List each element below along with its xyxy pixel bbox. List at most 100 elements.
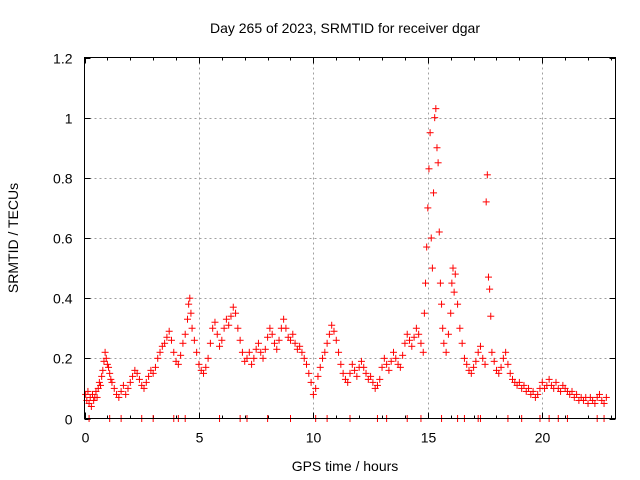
data-point bbox=[312, 384, 320, 392]
data-point bbox=[424, 204, 432, 212]
data-point bbox=[179, 339, 187, 347]
data-point bbox=[280, 315, 288, 323]
data-point bbox=[97, 381, 105, 389]
data-point bbox=[209, 324, 217, 332]
data-point bbox=[238, 348, 246, 356]
data-point bbox=[602, 393, 610, 401]
data-point bbox=[250, 354, 258, 362]
data-point bbox=[87, 402, 95, 410]
data-point bbox=[456, 324, 464, 332]
data-point bbox=[98, 372, 106, 380]
data-point bbox=[170, 348, 178, 356]
data-point bbox=[483, 171, 491, 179]
data-point bbox=[472, 357, 480, 365]
data-point bbox=[422, 279, 430, 287]
data-point bbox=[351, 366, 359, 374]
data-point bbox=[204, 354, 212, 362]
data-point bbox=[106, 369, 114, 377]
y-axis-label: SRMTID / TECUs bbox=[5, 183, 21, 293]
data-point bbox=[434, 159, 442, 167]
x-tick-label: 10 bbox=[306, 430, 322, 446]
data-point bbox=[90, 396, 98, 404]
data-point bbox=[202, 363, 210, 371]
data-point bbox=[95, 378, 103, 386]
data-point bbox=[367, 372, 375, 380]
data-point bbox=[103, 360, 111, 368]
data-point bbox=[319, 354, 327, 362]
data-point bbox=[309, 390, 317, 398]
data-point bbox=[187, 309, 195, 317]
data-point bbox=[470, 363, 478, 371]
data-point bbox=[307, 378, 315, 386]
data-point bbox=[385, 366, 393, 374]
data-point bbox=[129, 372, 137, 380]
data-point bbox=[190, 336, 198, 344]
data-point bbox=[275, 336, 283, 344]
data-point bbox=[474, 348, 482, 356]
data-point bbox=[110, 384, 118, 392]
data-point bbox=[193, 348, 201, 356]
data-point bbox=[259, 354, 267, 362]
data-point bbox=[291, 339, 299, 347]
data-point bbox=[346, 369, 354, 377]
data-point bbox=[268, 330, 276, 338]
data-point bbox=[213, 330, 221, 338]
x-axis-label: GPS time / hours bbox=[292, 458, 399, 474]
data-point bbox=[149, 369, 157, 377]
data-point bbox=[552, 378, 560, 386]
data-point bbox=[335, 348, 343, 356]
y-tick-label: 0.4 bbox=[53, 291, 73, 307]
data-point bbox=[348, 360, 356, 368]
data-point bbox=[236, 336, 244, 344]
data-point bbox=[286, 336, 294, 344]
data-point bbox=[227, 312, 235, 320]
data-point bbox=[482, 198, 490, 206]
data-point bbox=[476, 342, 484, 350]
data-point bbox=[410, 333, 418, 341]
data-point bbox=[442, 348, 450, 356]
data-point bbox=[499, 354, 507, 362]
data-point bbox=[163, 333, 171, 341]
y-tick-label: 1 bbox=[65, 111, 73, 127]
data-point bbox=[282, 324, 290, 332]
data-point bbox=[305, 369, 313, 377]
data-point bbox=[360, 363, 368, 371]
data-point bbox=[200, 369, 208, 377]
data-point bbox=[376, 375, 384, 383]
data-point bbox=[142, 378, 150, 386]
data-point bbox=[467, 369, 475, 377]
data-point bbox=[432, 105, 440, 113]
x-tick-label: 5 bbox=[196, 430, 204, 446]
data-point bbox=[486, 285, 494, 293]
data-point bbox=[222, 315, 230, 323]
data-point bbox=[545, 375, 553, 383]
data-point bbox=[417, 339, 425, 347]
data-point bbox=[430, 189, 438, 197]
data-point bbox=[344, 378, 352, 386]
data-point bbox=[323, 339, 331, 347]
data-point bbox=[460, 354, 468, 362]
data-point bbox=[401, 339, 409, 347]
data-point bbox=[339, 369, 347, 377]
x-tick-label: 20 bbox=[535, 430, 551, 446]
data-point bbox=[450, 288, 458, 296]
data-point bbox=[534, 390, 542, 398]
data-point bbox=[218, 336, 226, 344]
data-point bbox=[266, 324, 274, 332]
data-point bbox=[495, 369, 503, 377]
data-point bbox=[289, 330, 297, 338]
data-point bbox=[140, 384, 148, 392]
y-tick-label: 0.2 bbox=[53, 351, 73, 367]
data-point bbox=[151, 363, 159, 371]
data-point bbox=[332, 336, 340, 344]
data-point bbox=[264, 333, 272, 341]
data-point bbox=[102, 354, 110, 362]
data-point bbox=[177, 351, 185, 359]
data-point bbox=[234, 324, 242, 332]
data-point bbox=[254, 339, 262, 347]
x-tick-label: 0 bbox=[82, 430, 90, 446]
data-point bbox=[135, 375, 143, 383]
y-tick-label: 0.6 bbox=[53, 231, 73, 247]
data-point bbox=[406, 336, 414, 344]
